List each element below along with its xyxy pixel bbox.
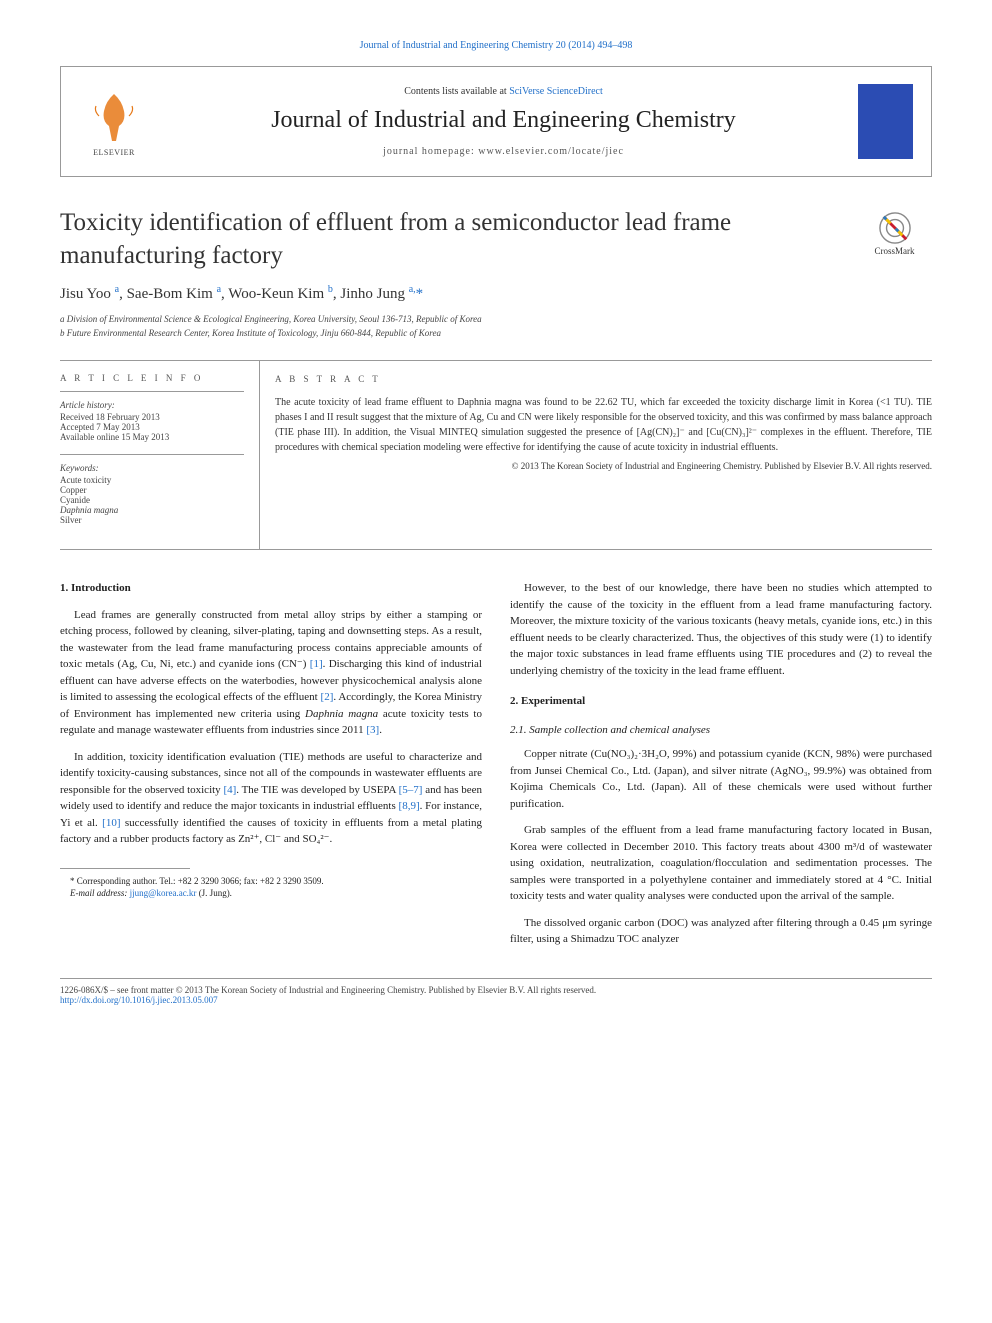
journal-name: Journal of Industrial and Engineering Ch… (164, 107, 843, 134)
homepage-prefix: journal homepage: (383, 146, 478, 157)
left-column: 1. Introduction Lead frames are generall… (60, 580, 482, 958)
article-title: Toxicity identification of effluent from… (60, 207, 932, 272)
doi-link[interactable]: http://dx.doi.org/10.1016/j.jiec.2013.05… (60, 995, 218, 1005)
elsevier-label: ELSEVIER (93, 148, 135, 157)
footnote-separator (60, 868, 190, 869)
elsevier-logo-block: ELSEVIER (79, 79, 149, 164)
article-header: Toxicity identification of effluent from… (60, 207, 932, 272)
section-1-heading: 1. Introduction (60, 580, 482, 597)
email-suffix: (J. Jung). (196, 888, 232, 898)
footer-copyright: 1226-086X/$ – see front matter © 2013 Th… (60, 985, 932, 995)
email-label: E-mail address: (70, 888, 130, 898)
article-history: Article history: Received 18 February 20… (60, 391, 244, 442)
keyword: Silver (60, 515, 244, 525)
contents-available-line: Contents lists available at SciVerse Sci… (164, 86, 843, 97)
journal-citation: Journal of Industrial and Engineering Ch… (60, 40, 932, 51)
affiliations: a Division of Environmental Science & Ec… (60, 313, 932, 340)
history-online: Available online 15 May 2013 (60, 432, 244, 442)
keyword: Acute toxicity (60, 475, 244, 485)
corresponding-author-footnote: * Corresponding author. Tel.: +82 2 3290… (60, 875, 482, 900)
crossmark-icon (879, 212, 911, 244)
article-info-panel: A R T I C L E I N F O Article history: R… (60, 361, 260, 549)
crossmark-label: CrossMark (875, 246, 915, 256)
meta-bar: A R T I C L E I N F O Article history: R… (60, 360, 932, 550)
section-2-1-heading: 2.1. Sample collection and chemical anal… (510, 722, 932, 739)
crossmark-widget[interactable]: CrossMark (857, 212, 932, 257)
footnote-line-1: * Corresponding author. Tel.: +82 2 3290… (60, 875, 482, 888)
history-accepted: Accepted 7 May 2013 (60, 422, 244, 432)
exp-para-2: Grab samples of the effluent from a lead… (510, 822, 932, 905)
journal-header-box: ELSEVIER Contents lists available at Sci… (60, 66, 932, 177)
homepage-url: www.elsevier.com/locate/jiec (478, 146, 624, 157)
history-label: Article history: (60, 400, 244, 410)
intro-para-2: In addition, toxicity identification eva… (60, 749, 482, 848)
abstract-label: A B S T R A C T (275, 373, 932, 387)
intro-para-1: Lead frames are generally constructed fr… (60, 607, 482, 739)
journal-citation-link[interactable]: Journal of Industrial and Engineering Ch… (360, 40, 633, 51)
journal-cover-thumbnail (858, 84, 913, 159)
keyword: Copper (60, 485, 244, 495)
exp-para-3: The dissolved organic carbon (DOC) was a… (510, 915, 932, 948)
abstract-text: The acute toxicity of lead frame effluen… (275, 395, 932, 455)
keyword: Cyanide (60, 495, 244, 505)
sciencedirect-link[interactable]: SciVerse ScienceDirect (509, 86, 603, 97)
footnote-line-2: E-mail address: jjung@korea.ac.kr (J. Ju… (60, 887, 482, 900)
article-info-label: A R T I C L E I N F O (60, 373, 244, 383)
elsevier-tree-icon (84, 86, 144, 146)
exp-para-1: Copper nitrate (Cu(NO₃)₂·3H₂O, 99%) and … (510, 746, 932, 812)
contents-available-text: Contents lists available at (404, 86, 509, 97)
affiliation-a: a Division of Environmental Science & Ec… (60, 313, 932, 327)
right-column: However, to the best of our knowledge, t… (510, 580, 932, 958)
journal-homepage: journal homepage: www.elsevier.com/locat… (164, 146, 843, 157)
intro-para-3: However, to the best of our knowledge, t… (510, 580, 932, 679)
abstract-panel: A B S T R A C T The acute toxicity of le… (260, 361, 932, 549)
corresponding-email-link[interactable]: jjung@korea.ac.kr (130, 888, 197, 898)
body-columns: 1. Introduction Lead frames are generall… (60, 580, 932, 958)
abstract-copyright: © 2013 The Korean Society of Industrial … (275, 460, 932, 474)
keywords-section: Keywords: Acute toxicity Copper Cyanide … (60, 454, 244, 525)
section-2-heading: 2. Experimental (510, 693, 932, 710)
affiliation-b: b Future Environmental Research Center, … (60, 327, 932, 341)
page-footer: 1226-086X/$ – see front matter © 2013 Th… (60, 978, 932, 1005)
journal-header-center: Contents lists available at SciVerse Sci… (164, 86, 843, 157)
history-received: Received 18 February 2013 (60, 412, 244, 422)
keywords-label: Keywords: (60, 463, 244, 473)
authors-line: Jisu Yoo a, Sae-Bom Kim a, Woo-Keun Kim … (60, 284, 932, 303)
keyword: Daphnia magna (60, 505, 244, 515)
